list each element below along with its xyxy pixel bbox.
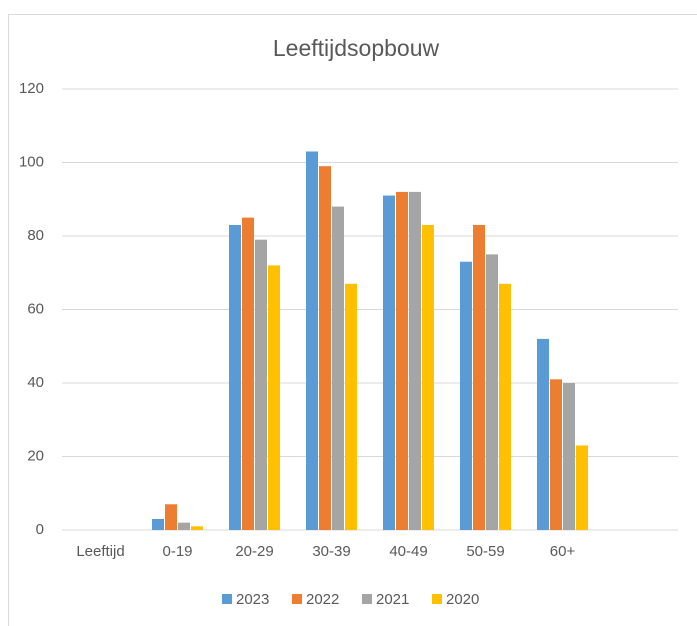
bar <box>319 166 331 531</box>
bar <box>383 195 395 530</box>
bar <box>473 224 485 530</box>
bar <box>242 217 254 530</box>
x-tick-label: Leeftijd <box>76 543 124 560</box>
y-tick-label: 80 <box>27 227 44 244</box>
bar <box>486 254 498 530</box>
legend-label: 2021 <box>376 591 409 608</box>
bar <box>563 383 575 530</box>
legend-swatch <box>292 594 302 604</box>
bar <box>255 239 267 531</box>
bar <box>576 445 588 530</box>
bar <box>537 338 549 530</box>
bar <box>191 526 203 530</box>
y-tick-label: 60 <box>27 300 44 317</box>
x-tick-label: 60+ <box>550 543 576 560</box>
bar <box>460 261 472 530</box>
bar <box>178 522 190 530</box>
bar <box>499 283 511 530</box>
legend-label: 2022 <box>306 591 339 608</box>
x-tick-label: 20-29 <box>235 543 273 560</box>
bar <box>268 265 280 530</box>
x-tick-label: 40-49 <box>389 543 427 560</box>
bar <box>422 224 434 530</box>
bar <box>332 206 344 530</box>
x-tick-label: 0-19 <box>162 543 192 560</box>
y-tick-label: 120 <box>19 80 44 97</box>
y-tick-label: 100 <box>19 153 44 170</box>
bar <box>229 224 241 530</box>
legend-label: 2023 <box>236 591 269 608</box>
bar <box>409 191 421 530</box>
bar <box>152 518 164 530</box>
y-tick-label: 20 <box>27 447 44 464</box>
bar <box>396 191 408 530</box>
legend-swatch <box>432 594 442 604</box>
legend-label: 2020 <box>446 591 479 608</box>
bar <box>345 283 357 530</box>
legend-swatch <box>362 594 372 604</box>
x-tick-label: 30-39 <box>312 543 350 560</box>
y-tick-label: 0 <box>36 521 44 538</box>
bar <box>550 379 562 530</box>
bar <box>306 151 318 530</box>
chart-title: Leeftijdsopbouw <box>273 35 440 61</box>
legend-swatch <box>222 594 232 604</box>
bar <box>165 504 177 530</box>
x-tick-label: 50-59 <box>466 543 504 560</box>
y-tick-label: 40 <box>27 374 44 391</box>
